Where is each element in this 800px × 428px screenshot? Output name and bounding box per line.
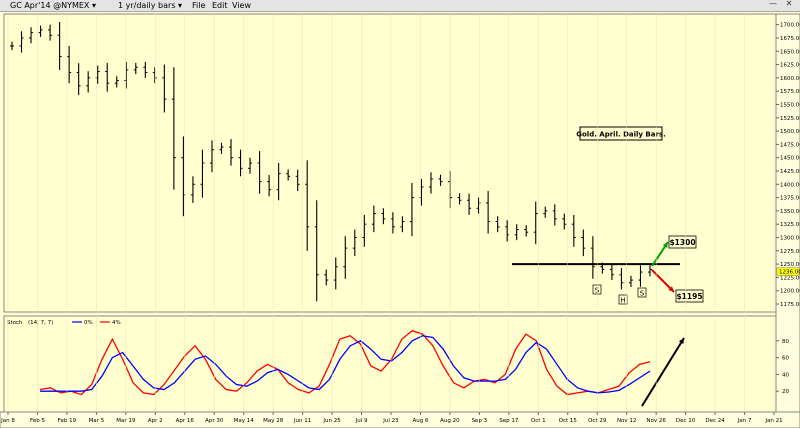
y-tick-label: 1425.00 (780, 169, 800, 175)
pattern-label-box (618, 294, 628, 305)
stoch-y-tick-label: 80 (782, 339, 789, 345)
y-axis-strip (775, 13, 800, 413)
x-axis: Jan 8 Feb 5 Feb 19 Mar 5 Mar 19 Apr 2 Apr 16 Ap… (0, 14, 800, 428)
y-tick-label: 1275.00 (780, 249, 800, 255)
target-down-box (675, 289, 704, 303)
close-icon[interactable]: ✕ (785, 0, 793, 8)
y-tick-label: 1450.00 (780, 156, 800, 162)
x-tick-label: Feb 19 (58, 418, 77, 424)
x-tick-label: Oct 15 (559, 418, 578, 424)
target-down-label: $1195 (676, 292, 702, 301)
y-tick-label: 1200.00 (780, 289, 800, 295)
y-tick-label: 1225.00 (780, 275, 800, 281)
indicator-label: Stoch (7, 320, 23, 326)
period-label: 1 yr/daily bars (118, 1, 176, 10)
y-tick-label: 1375.00 (780, 196, 800, 202)
x-tick-label: Jan 21 (764, 418, 782, 424)
stoch-y-tick-label: 60 (782, 356, 789, 362)
y-tick-label: 1350.00 (780, 209, 800, 215)
target-up-box (668, 235, 697, 249)
stoch-plot-area (3, 315, 777, 413)
chart-toolbar: GC Apr'14 @NYMEX ▾ 1 yr/daily bars ▾ Fil… (0, 0, 800, 12)
x-tick-label: Mar 5 (89, 418, 105, 424)
up-arrow-head (662, 242, 668, 248)
menu-file[interactable]: File (192, 1, 206, 10)
y-tick-label: 1475.00 (780, 142, 800, 148)
current-price-label: 1236.00 (779, 270, 800, 276)
stoch-d-line (40, 335, 651, 394)
annotation-box (579, 126, 663, 141)
menu-edit[interactable]: Edit (212, 1, 228, 10)
y-tick-label: 1550.00 (780, 102, 800, 108)
momentum-arrow (641, 337, 685, 407)
x-tick-label: Jan 8 (0, 418, 15, 424)
annotation-text: Gold. April. Daily Bars. (576, 131, 666, 139)
target-up-label: $1300 (669, 238, 695, 247)
pattern-label-box (637, 287, 647, 298)
y-tick-label: 1300.00 (780, 236, 800, 242)
stochastic-panel: Stoch (14, 7, 7) 0% 4% 80 60 40 20 (3, 315, 789, 413)
x-tick-label: May 28 (263, 418, 284, 424)
x-tick-label: Jun 25 (322, 418, 341, 424)
y-tick-label: 1650.00 (780, 49, 800, 55)
legend-label: 4% (112, 320, 121, 326)
x-tick-label: Feb 5 (30, 418, 45, 424)
y-tick-label: 1700.00 (780, 23, 800, 29)
pattern-label: S (640, 290, 645, 298)
stoch-k-line (39, 329, 651, 396)
x-tick-label: Aug 20 (440, 418, 460, 424)
y-tick-label: 1625.00 (780, 63, 800, 69)
x-tick-label: Apr 30 (205, 418, 224, 424)
symbol-label: GC Apr'14 @NYMEX (10, 1, 90, 10)
x-tick-label: Nov 26 (646, 418, 666, 424)
down-arrow-head (668, 286, 674, 292)
x-tick-label: Apr 16 (176, 418, 195, 424)
y-tick-label: 1500.00 (780, 129, 800, 135)
x-tick-label: Mar 19 (116, 418, 136, 424)
x-tick-label: Oct 1 (531, 418, 546, 424)
y-tick-label: 1400.00 (780, 182, 800, 188)
x-tick-label: Apr 2 (148, 418, 163, 424)
x-tick-label: May 14 (234, 418, 255, 424)
x-tick-label: Jul 9 (355, 418, 368, 424)
x-tick-label: Sep 17 (499, 418, 519, 424)
x-tick-label: Oct 29 (588, 418, 607, 424)
momentum-arrow-head (678, 338, 684, 344)
symbol-dropdown[interactable]: GC Apr'14 @NYMEX ▾ (10, 1, 96, 10)
x-tick-label: Aug 6 (412, 418, 428, 424)
pattern-label: H (620, 297, 625, 305)
x-tick-label: Jun 11 (293, 418, 311, 424)
price-plot-area (3, 13, 777, 313)
x-tick-label: Dec 24 (705, 418, 725, 424)
y-tick-label: 1175.00 (780, 302, 800, 308)
x-tick-label: Sep 3 (472, 418, 488, 424)
y-tick-label: 1675.00 (780, 36, 800, 42)
y-tick-label: 1525.00 (780, 116, 800, 122)
indicator-params: (14, 7, 7) (28, 320, 53, 326)
y-tick-label: 1575.00 (780, 89, 800, 95)
x-tick-label: Jan 7 (737, 418, 752, 424)
current-price-marker (776, 267, 800, 276)
legend-label: 0% (84, 320, 93, 326)
x-tick-label: Nov 12 (617, 418, 636, 424)
stoch-y-tick-label: 40 (782, 372, 789, 378)
y-tick-label: 1250.00 (780, 262, 800, 268)
menu-view[interactable]: View (232, 1, 251, 10)
minimize-icon[interactable]: — (769, 0, 777, 8)
y-tick-label: 1325.00 (780, 222, 800, 228)
x-tick-label: Dec 10 (676, 418, 696, 424)
stoch-y-tick-label: 20 (782, 389, 789, 395)
period-dropdown[interactable]: 1 yr/daily bars ▾ (118, 1, 183, 10)
x-tick-label: Jul 23 (382, 418, 399, 424)
y-tick-label: 1600.00 (780, 76, 800, 82)
x-axis-strip (0, 411, 800, 428)
